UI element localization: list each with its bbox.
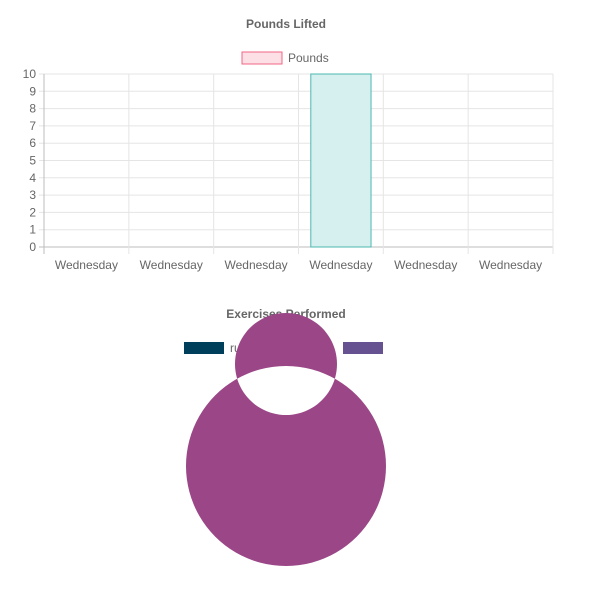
donut-legend-swatch [343,342,383,354]
bar-y-axis: 0 1 2 3 4 5 6 7 8 9 10 [23,67,37,254]
donut-slices[interactable] [185,312,386,566]
donut-legend-swatch [184,342,224,354]
bar-y-tick-label: 9 [29,84,36,98]
bar-x-tick-label: Wednesday [394,258,457,272]
bar-chart-title: Pounds Lifted [246,17,326,31]
bar-x-tick-label: Wednesday [225,258,288,272]
bar-x-tick-label: Wednesday [479,258,542,272]
bar-x-tick-label: Wednesday [55,258,118,272]
bar-chart: Pounds Lifted Pounds 0 1 2 3 4 5 6 7 8 9 10 Wednes… [23,17,554,272]
bar-y-tick-label: 7 [29,119,36,133]
bar-y-tick-label: 3 [29,188,36,202]
bar-y-tick-label: 8 [29,102,36,116]
bar-y-tick-label: 4 [29,171,36,185]
bar-y-tick-label: 0 [29,240,36,254]
bar-legend-label: Pounds [288,51,329,65]
bar-legend-swatch [241,51,283,65]
donut-chart: Exercises Performed runpress [184,307,386,566]
bar-y-tick-label: 10 [23,67,37,81]
bar-y-tick-label: 2 [29,205,36,219]
bar-x-tick-label: Wednesday [140,258,203,272]
bar-y-tick-label: 6 [29,136,36,150]
donut-slice[interactable] [185,312,386,566]
bar-y-tick-label: 1 [29,223,36,237]
bar-mark[interactable] [310,73,372,248]
bar-y-tick-label: 5 [29,154,36,168]
bar-grid [39,73,554,254]
bar-legend[interactable]: Pounds [241,51,329,65]
bar-x-tick-label: Wednesday [309,258,372,272]
bar-x-axis: Wednesday Wednesday Wednesday Wednesday Wedn… [55,258,542,272]
bar-series[interactable] [310,73,372,248]
